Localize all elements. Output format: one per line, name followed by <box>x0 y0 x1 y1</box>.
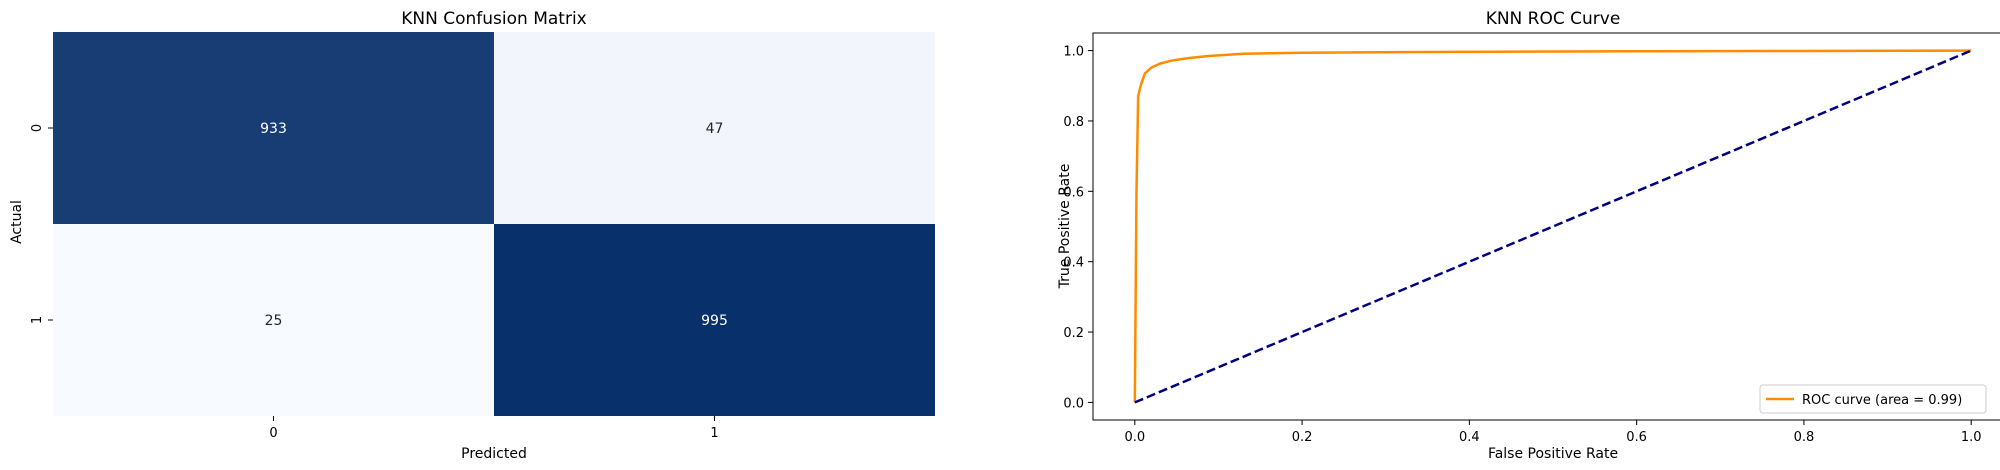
x-tick-label: 0.2 <box>1292 430 1313 445</box>
heatmap-cell-value: 47 <box>706 121 724 137</box>
x-tick-label: 1.0 <box>1961 430 1982 445</box>
y-tick-label: 0.6 <box>1063 185 1084 200</box>
chance-diagonal-line <box>1134 49 1972 404</box>
heatmap-cell-0-1 <box>494 32 935 224</box>
y-tick-label: 0.8 <box>1063 115 1084 130</box>
y-tick-label: 1.0 <box>1063 45 1084 60</box>
heatmap-cell-value: 995 <box>701 313 728 329</box>
roc-ticks: 0.0 0.2 0.4 0.6 0.8 1.0 0.0 0.2 0.4 0.6 0.8 1.0 <box>1063 45 1981 445</box>
y-tick-label: 0 <box>30 124 45 132</box>
roc-title: KNN ROC Curve <box>1486 9 1621 29</box>
y-tick-label: 0.2 <box>1063 326 1084 341</box>
x-tick-label: 1 <box>710 426 718 441</box>
roc-panel: KNN ROC Curve 0.0 0.2 0.4 0.6 0.8 1.00.00.20.… <box>1057 9 2000 462</box>
x-tick-label: 0 <box>269 426 277 441</box>
heatmap-cell-value: 933 <box>260 121 287 137</box>
roc-axes-frame <box>1092 32 2000 421</box>
x-tick-label: 0.0 <box>1124 430 1145 445</box>
x-tick-label: 0.8 <box>1794 430 1815 445</box>
roc-lines <box>1133 49 1972 404</box>
y-tick-label: 0.4 <box>1063 256 1084 271</box>
roc-legend-box <box>1759 384 1987 414</box>
heatmap-cell-0-0 <box>53 32 494 224</box>
roc-curve-line <box>1133 49 1972 403</box>
confusion-matrix-ylabel: Actual <box>9 200 25 244</box>
confusion-matrix-panel: KNN Confusion Matrix 933 47 25 995 0 1 0 1 Pre… <box>9 9 935 462</box>
heatmap-cell-1-0 <box>53 224 494 416</box>
heatmap-cell-value: 25 <box>265 313 283 329</box>
roc-legend-label: ROC curve (area = 0.99) <box>1802 393 1962 408</box>
roc-ylabel: True Positive Rate <box>1057 164 1073 290</box>
y-tick-label: 1 <box>30 316 45 324</box>
confusion-matrix-cells: 933 47 25 995 <box>53 32 935 416</box>
y-tick-label: 0.0 <box>1063 396 1084 411</box>
heatmap-cell-1-1 <box>494 224 935 416</box>
confusion-matrix-title: KNN Confusion Matrix <box>401 9 586 29</box>
confusion-matrix-ticks: 0 1 0 1 <box>30 124 719 441</box>
roc-xlabel: False Positive Rate <box>1488 446 1618 462</box>
roc-legend: ROC curve (area = 0.99) <box>1759 384 1987 414</box>
confusion-matrix-xlabel: Predicted <box>461 446 527 462</box>
x-tick-label: 0.4 <box>1459 430 1480 445</box>
x-tick-label: 0.6 <box>1626 430 1647 445</box>
